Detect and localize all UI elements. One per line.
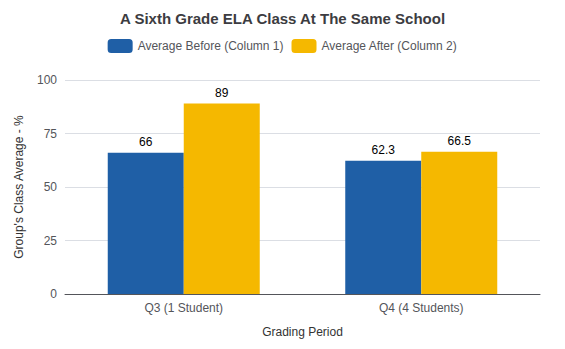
svg-text:Average After (Column 2): Average After (Column 2) xyxy=(322,39,457,53)
svg-text:66.5: 66.5 xyxy=(448,134,472,148)
svg-text:100: 100 xyxy=(37,73,57,87)
svg-text:0: 0 xyxy=(50,287,57,301)
svg-text:25: 25 xyxy=(44,234,58,248)
svg-text:A Sixth Grade ELA Class At The: A Sixth Grade ELA Class At The Same Scho… xyxy=(120,10,445,27)
svg-text:75: 75 xyxy=(44,127,58,141)
svg-text:66: 66 xyxy=(139,135,153,149)
svg-text:62.3: 62.3 xyxy=(372,143,396,157)
svg-text:Q3 (1 Student): Q3 (1 Student) xyxy=(144,301,223,315)
svg-text:Group's Class Average - %: Group's Class Average - % xyxy=(12,115,26,259)
svg-text:Average Before (Column 1): Average Before (Column 1) xyxy=(138,39,284,53)
svg-text:Grading Period: Grading Period xyxy=(262,325,343,339)
svg-text:50: 50 xyxy=(44,180,58,194)
svg-text:89: 89 xyxy=(215,86,229,100)
svg-text:Q4 (4 Students): Q4 (4 Students) xyxy=(379,301,464,315)
